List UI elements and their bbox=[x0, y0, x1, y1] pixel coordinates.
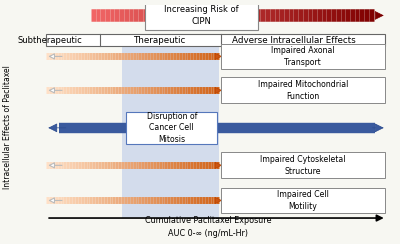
Text: Impaired Cell
Motility: Impaired Cell Motility bbox=[277, 190, 329, 211]
Text: Impaired Mitochondrial
Function: Impaired Mitochondrial Function bbox=[258, 80, 348, 101]
Bar bbox=[221, 188, 385, 213]
Text: Adverse Intracellular Effects: Adverse Intracellular Effects bbox=[232, 36, 356, 44]
Text: Increasing Risk of
CIPN: Increasing Risk of CIPN bbox=[164, 5, 239, 26]
Bar bbox=[221, 43, 385, 69]
Text: Cumulative Paclitaxel Exposure
AUC 0-∞ (ng/mL-Hr): Cumulative Paclitaxel Exposure AUC 0-∞ (… bbox=[145, 216, 271, 238]
Text: Therapeutic: Therapeutic bbox=[134, 36, 186, 44]
Bar bbox=[221, 152, 385, 178]
Text: Intracellular Effects of Paclitaxel: Intracellular Effects of Paclitaxel bbox=[3, 65, 12, 189]
Text: Disruption of
Cancer Cell
Mitosis: Disruption of Cancer Cell Mitosis bbox=[146, 112, 197, 144]
FancyBboxPatch shape bbox=[145, 1, 258, 30]
Bar bbox=[122, 46, 219, 218]
Text: Subtherapeutic: Subtherapeutic bbox=[18, 36, 82, 44]
Text: Impaired Cytoskeletal
Structure: Impaired Cytoskeletal Structure bbox=[260, 155, 346, 176]
Text: Impaired Axonal
Transport: Impaired Axonal Transport bbox=[271, 46, 335, 67]
Bar bbox=[221, 78, 385, 103]
Bar bbox=[46, 34, 385, 46]
Bar bbox=[126, 112, 217, 144]
